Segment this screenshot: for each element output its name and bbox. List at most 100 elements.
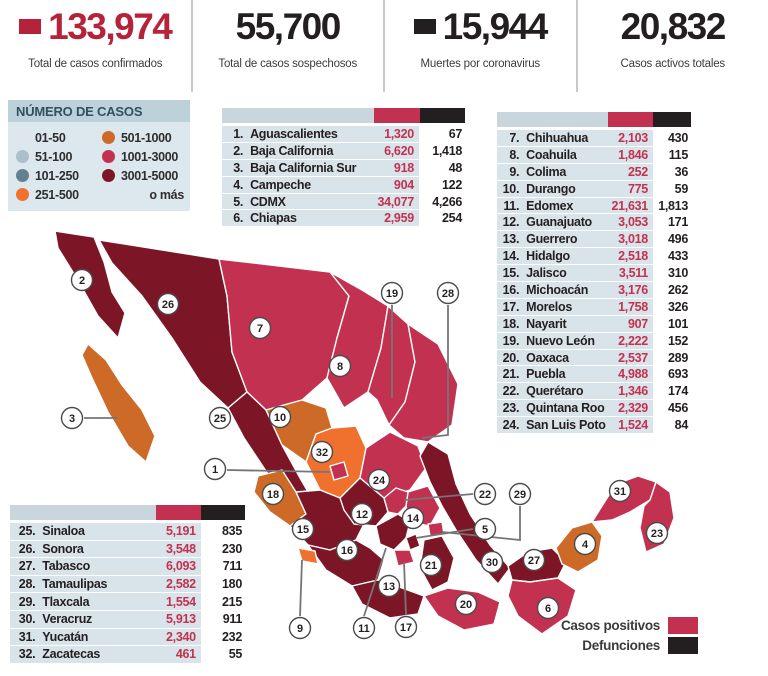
state-marker-number: 4 bbox=[582, 539, 589, 551]
state-marker-number: 7 bbox=[257, 323, 263, 335]
state-name: Guanajuato bbox=[521, 214, 607, 231]
state-rank: 16. bbox=[497, 282, 522, 298]
header-name-block bbox=[497, 112, 608, 127]
deaths-value: 254 bbox=[418, 210, 465, 227]
state-name: Chiapas bbox=[245, 210, 370, 227]
state-marker-number: 21 bbox=[425, 560, 437, 572]
header-deaths-block bbox=[201, 505, 245, 520]
table-row: 3. Baja California Sur 918 48 bbox=[222, 159, 465, 176]
state-shape-jalisco bbox=[289, 489, 367, 551]
state-rank: 31. bbox=[10, 628, 38, 646]
deaths-value: 171 bbox=[652, 214, 691, 231]
table-row: 19. Nuevo León 2,222 152 bbox=[497, 332, 691, 349]
positives-value: 2,340 bbox=[153, 628, 201, 646]
state-marker-circle-2 bbox=[70, 268, 94, 292]
state-shape-nayarit bbox=[253, 469, 307, 527]
positives-value: 3,176 bbox=[606, 282, 653, 298]
legend-range-label: 251-500 bbox=[35, 187, 79, 202]
positives-key-label: Casos positivos bbox=[560, 618, 660, 633]
deaths-key-row: Defunciones bbox=[582, 637, 698, 654]
state-marker-circle-20 bbox=[454, 592, 478, 616]
positives-value: 904 bbox=[369, 176, 419, 193]
state-shape-nuevo-león bbox=[367, 305, 416, 426]
state-rank: 2. bbox=[222, 142, 246, 159]
table-row: 5. CDMX 34,077 4,266 bbox=[222, 193, 465, 210]
stat-label: Total de casos sospechosos bbox=[218, 58, 358, 70]
state-shape-yucatán bbox=[591, 475, 657, 523]
state-rank: 4. bbox=[222, 176, 246, 193]
state-rank: 23. bbox=[497, 400, 522, 417]
state-shape-zacatecas bbox=[305, 425, 367, 499]
state-rank: 10. bbox=[497, 180, 522, 197]
state-shape-tabasco bbox=[507, 547, 567, 583]
positives-value: 2,959 bbox=[369, 210, 419, 227]
state-marker-number: 13 bbox=[383, 581, 395, 593]
state-marker-circle-15 bbox=[291, 517, 315, 541]
deaths-value: 152 bbox=[652, 332, 691, 349]
stat-label: Casos activos totales bbox=[620, 58, 726, 70]
state-name: Yucatán bbox=[37, 628, 154, 646]
state-marker-circle-11 bbox=[352, 616, 376, 640]
positives-value: 1,758 bbox=[606, 298, 653, 315]
state-shape-campeche bbox=[555, 521, 603, 573]
header-positives-block bbox=[156, 505, 201, 520]
state-name: Puebla bbox=[521, 366, 607, 383]
state-marker-number: 5 bbox=[482, 524, 488, 536]
state-marker-number: 20 bbox=[460, 599, 472, 611]
state-name: Colima bbox=[521, 163, 607, 180]
state-name: Jalisco bbox=[521, 265, 607, 282]
state-rank: 15. bbox=[497, 265, 522, 282]
state-rank: 18. bbox=[497, 315, 522, 332]
legend-color-dot-icon bbox=[102, 131, 115, 144]
positives-value: 1,320 bbox=[369, 126, 419, 142]
positives-value: 775 bbox=[606, 180, 653, 197]
state-shape-veracruz bbox=[419, 441, 511, 585]
table-row: 2. Baja California 6,620 1,418 bbox=[222, 142, 465, 159]
state-marker-number: 31 bbox=[614, 486, 626, 498]
leader-line-28 bbox=[421, 305, 449, 439]
state-rank: 14. bbox=[497, 248, 522, 265]
table-row: 1. Aguascalientes 1,320 67 bbox=[222, 126, 465, 142]
state-rank: 7. bbox=[497, 130, 522, 146]
deaths-value: 174 bbox=[652, 383, 691, 400]
header-deaths-block bbox=[653, 112, 691, 127]
positives-value: 34,077 bbox=[369, 193, 419, 210]
state-marker-number: 6 bbox=[545, 603, 551, 615]
state-marker-circle-4 bbox=[573, 532, 597, 556]
table-row: 31. Yucatán 2,340 232 bbox=[10, 628, 245, 646]
state-name: Tabasco bbox=[37, 558, 154, 575]
legend-item: 501-1000 bbox=[102, 128, 190, 147]
state-marker-circle-32 bbox=[310, 440, 334, 464]
state-rank: 13. bbox=[497, 231, 522, 248]
state-rank: 20. bbox=[497, 349, 522, 366]
state-name: Michoacán bbox=[521, 282, 607, 298]
deaths-value: 48 bbox=[418, 159, 465, 176]
state-rank: 6. bbox=[222, 210, 246, 227]
leader-line-17 bbox=[403, 561, 407, 616]
state-name: CDMX bbox=[245, 193, 370, 210]
table-row: 28. Tamaulipas 2,582 180 bbox=[10, 575, 245, 593]
state-marker-circle-29 bbox=[508, 482, 532, 506]
positives-value: 1,554 bbox=[153, 593, 201, 610]
legend-color-dot-icon bbox=[102, 150, 115, 163]
positives-color-swatch bbox=[668, 617, 698, 634]
red-square-icon bbox=[19, 19, 42, 34]
state-marker-circle-21 bbox=[419, 553, 443, 577]
state-marker-circle-7 bbox=[248, 316, 272, 340]
state-shape-guanajuato bbox=[339, 477, 389, 527]
state-marker-circle-19 bbox=[380, 281, 404, 305]
state-marker-number: 29 bbox=[514, 489, 526, 501]
state-marker-number: 28 bbox=[442, 288, 454, 300]
table-header bbox=[497, 112, 691, 127]
table-row: 8. Coahuila 1,846 115 bbox=[497, 146, 691, 163]
table-row: 7. Chihuahua 2,103 430 bbox=[497, 130, 691, 146]
leader-line-11 bbox=[363, 547, 387, 617]
map-color-key: Casos positivos Defunciones bbox=[561, 617, 698, 654]
stat-value: 20,832 bbox=[620, 6, 727, 47]
legend-color-dot-icon bbox=[16, 150, 29, 163]
table-row: 29. Tlaxcala 1,554 215 bbox=[10, 593, 245, 610]
state-marker-number: 23 bbox=[651, 528, 663, 540]
table-row: 4. Campeche 904 122 bbox=[222, 176, 465, 193]
legend-range-label: 01-50 bbox=[35, 130, 66, 145]
state-marker-number: 22 bbox=[479, 489, 491, 501]
